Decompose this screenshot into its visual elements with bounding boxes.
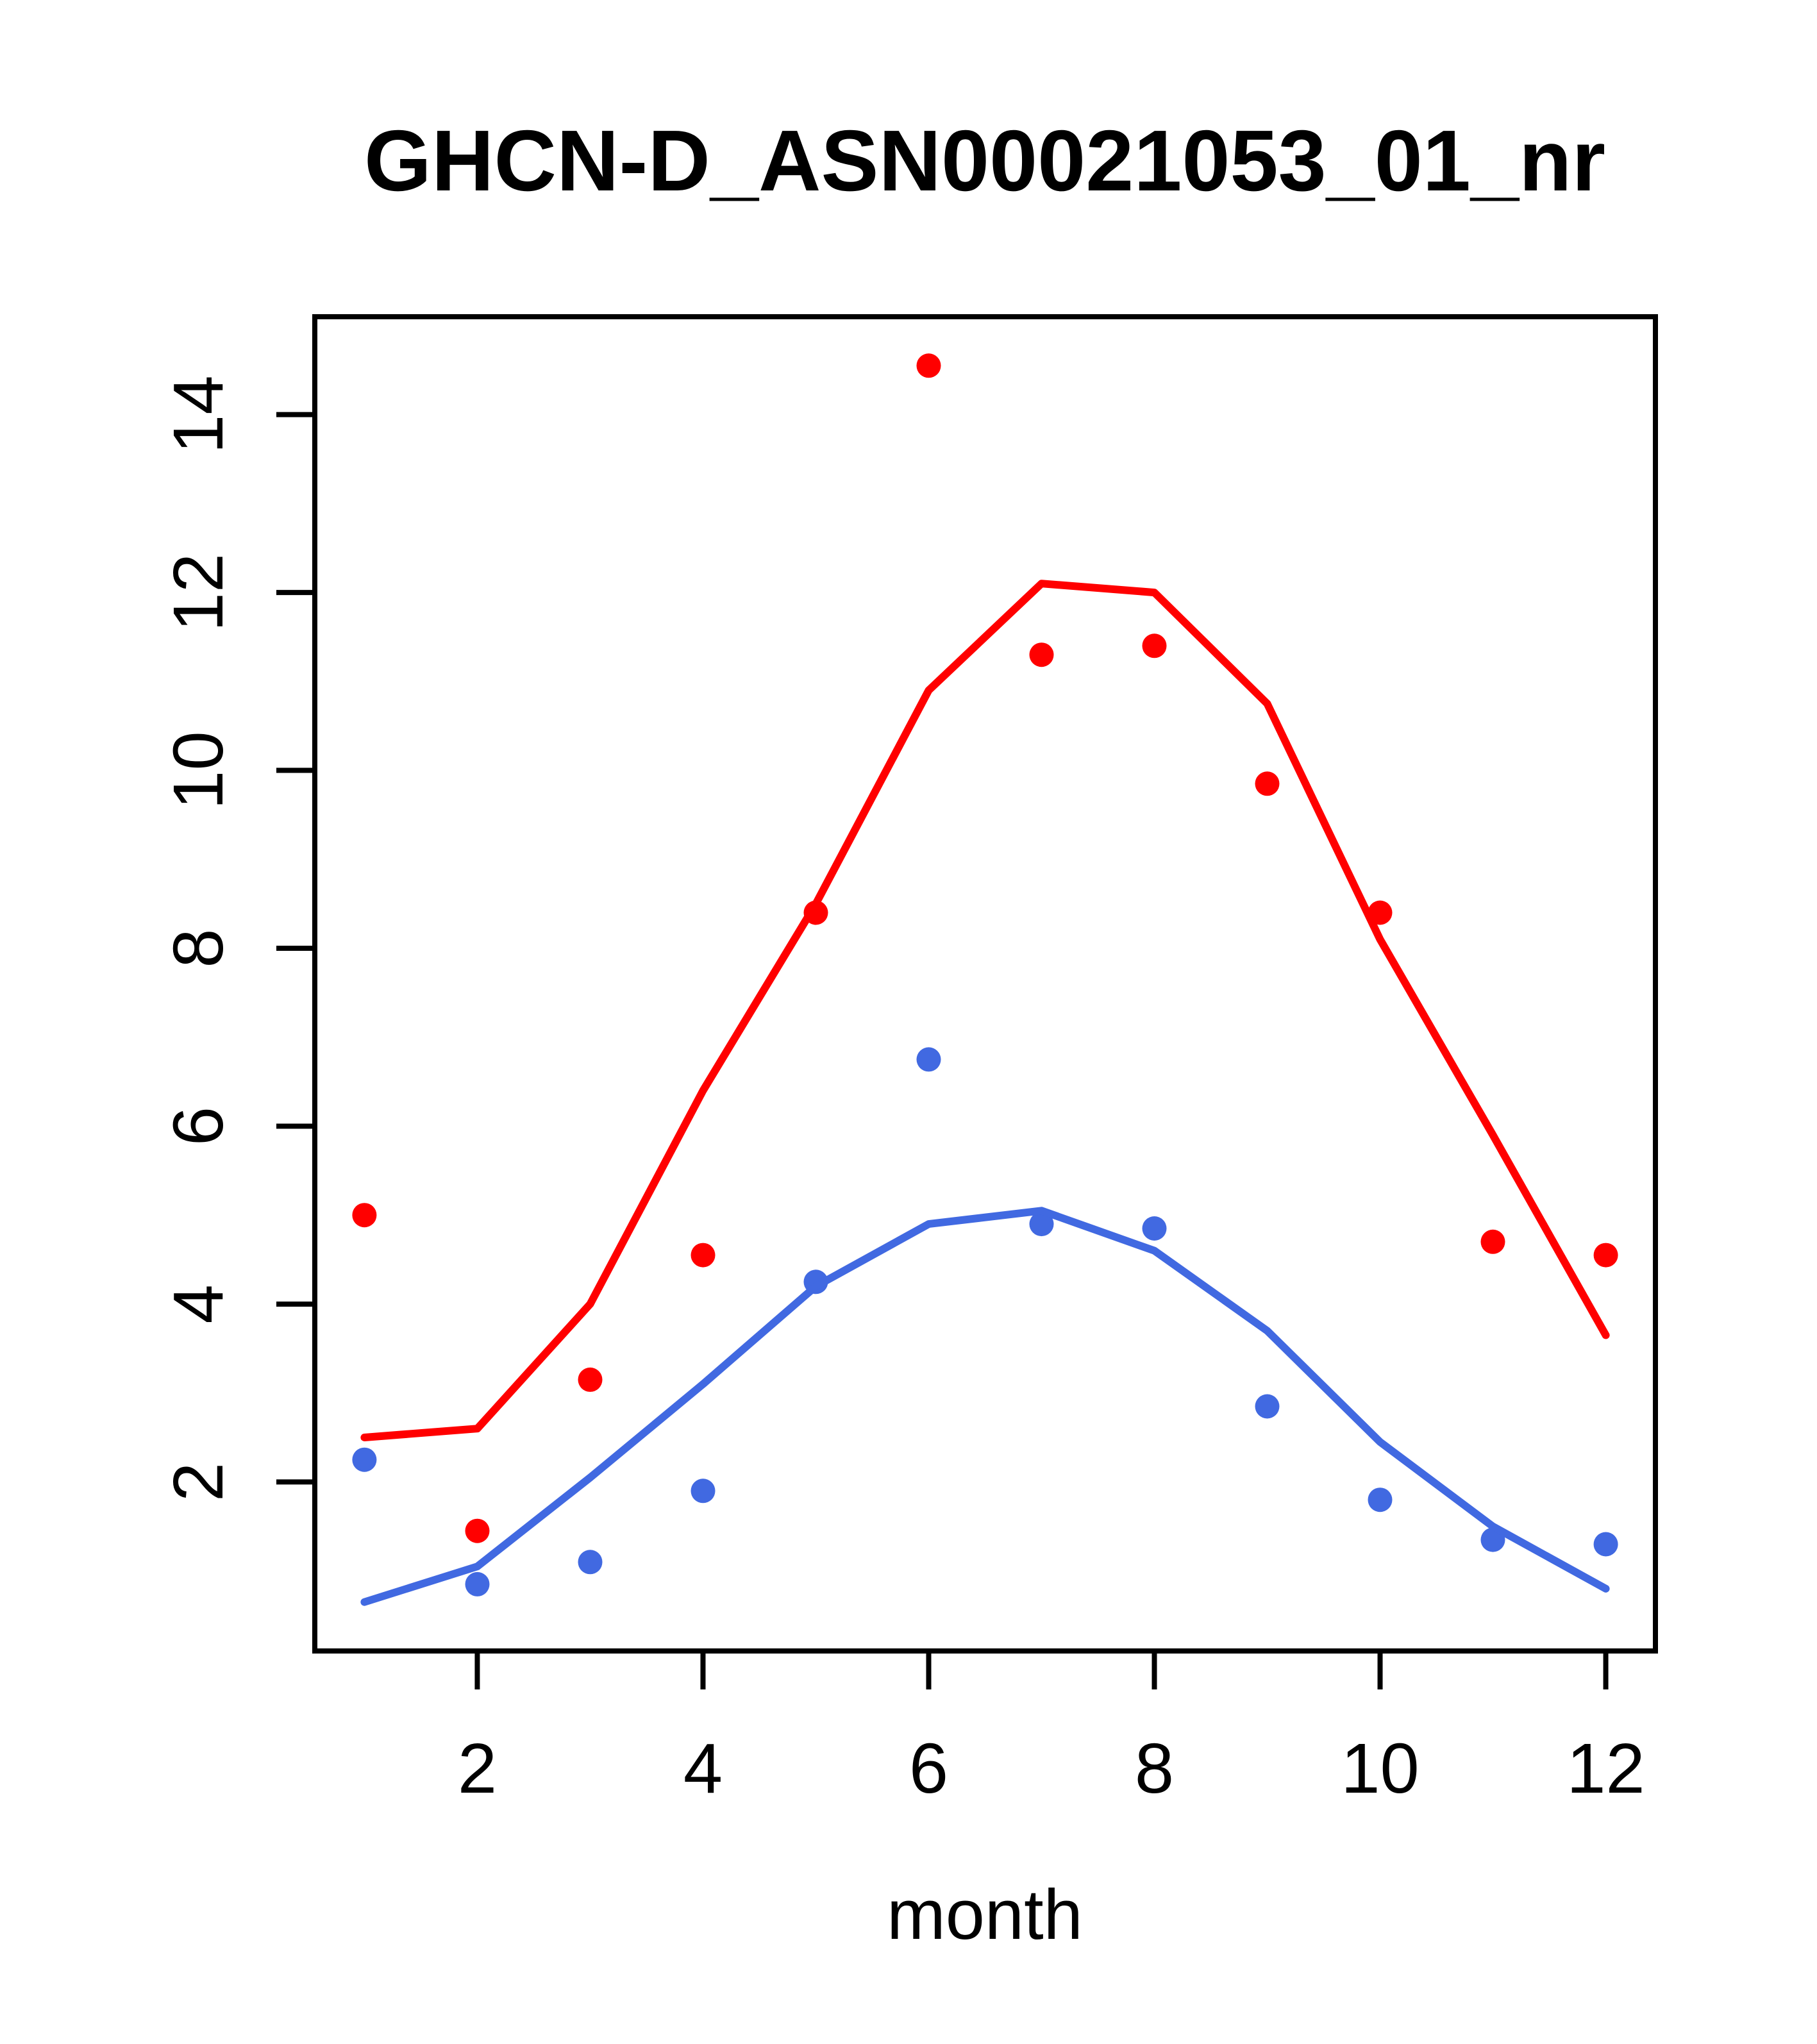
x-axis-label: month: [887, 1875, 1083, 1954]
plot-border: [312, 314, 1658, 1654]
chart-title: GHCN-D_ASN00021053_01_nr: [364, 112, 1605, 209]
red-fit-line-path: [360, 580, 1610, 1441]
red-points-marker: [578, 1367, 603, 1392]
y-tick-label: 2: [159, 1462, 238, 1502]
y-tick-label: 12: [159, 553, 238, 632]
red-points-marker: [691, 1243, 716, 1268]
blue-points-marker: [916, 1047, 941, 1072]
red-points-marker: [352, 1203, 377, 1228]
x-tick-label: 8: [1135, 1729, 1174, 1808]
blue-points-marker: [1029, 1212, 1054, 1237]
x-tick-label: 12: [1566, 1729, 1645, 1808]
blue-points-marker: [352, 1447, 377, 1472]
red-points-marker: [1029, 642, 1054, 667]
red-points-marker: [1255, 771, 1280, 796]
red-points-marker: [465, 1518, 490, 1543]
blue-points-marker: [578, 1550, 603, 1575]
blue-points-marker: [1255, 1394, 1280, 1419]
red-points-marker: [1142, 633, 1167, 658]
blue-points-marker: [1593, 1532, 1618, 1557]
plot-area: 2 4 6 8 10 12 2 4 6 8 10 12 14: [159, 314, 1658, 1808]
y-tick-label: 8: [159, 928, 238, 968]
red-points-marker: [916, 353, 941, 378]
blue-points-marker: [691, 1479, 716, 1504]
x-tick-label: 10: [1341, 1729, 1419, 1808]
blue-points-marker: [1368, 1487, 1393, 1512]
y-tick-label: 14: [159, 375, 238, 453]
blue-fit-line-path: [360, 1207, 1610, 1606]
red-points-marker: [1593, 1243, 1618, 1268]
y-tick-label: 4: [159, 1284, 238, 1323]
x-tick-label: 2: [458, 1729, 497, 1808]
y-tick-label: 10: [159, 731, 238, 809]
red-points-marker: [1480, 1229, 1505, 1254]
x-tick-label: 4: [683, 1729, 723, 1808]
blue-points-marker: [465, 1571, 490, 1596]
y-tick-label: 6: [159, 1107, 238, 1146]
x-tick-label: 6: [909, 1729, 948, 1808]
blue-points-marker: [1142, 1216, 1167, 1241]
